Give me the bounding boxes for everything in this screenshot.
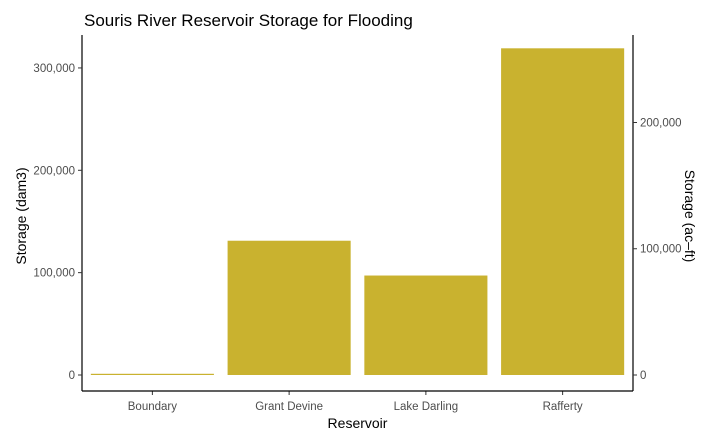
y2-tick-label: 200,000 bbox=[640, 117, 682, 129]
y-tick-label: 300,000 bbox=[33, 63, 75, 75]
x-tick-label: Grant Devine bbox=[255, 401, 323, 413]
y-tick-label: 200,000 bbox=[33, 165, 75, 177]
x-tick-label: Boundary bbox=[128, 401, 177, 413]
x-axis-title: Reservoir bbox=[328, 415, 388, 430]
bar bbox=[90, 373, 214, 375]
bar bbox=[364, 275, 488, 375]
y2-tick-label: 100,000 bbox=[640, 244, 682, 256]
y-tick-label: 100,000 bbox=[33, 268, 75, 280]
y2-tick-label: 0 bbox=[640, 370, 646, 382]
x-tick-label: Rafferty bbox=[543, 401, 583, 413]
y2-axis-title: Storage (ac–ft) bbox=[682, 170, 698, 263]
bars-layer bbox=[90, 48, 625, 376]
y-axis-title: Storage (dam3) bbox=[13, 167, 29, 264]
y-tick-label: 0 bbox=[69, 370, 75, 382]
axes-layer: Boundary Grant Devine Lake Darling Rafferty… bbox=[33, 35, 682, 413]
bar bbox=[501, 48, 625, 376]
chart-title: Souris River Reservoir Storage for Flood… bbox=[84, 11, 413, 30]
x-tick-label: Lake Darling bbox=[394, 401, 459, 413]
bar bbox=[227, 240, 351, 375]
